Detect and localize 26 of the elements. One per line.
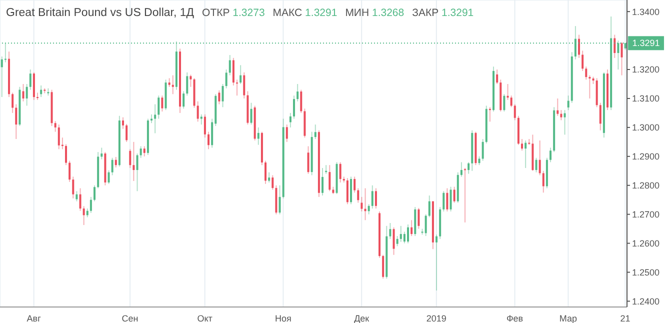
y-tick-label: 1.3200 [632,64,660,75]
x-tick-label: Ноя [275,313,292,323]
annotation: МИН 1.3268 [345,7,404,19]
y-tick-label: 1.2900 [632,152,660,162]
x-tick-label: Окт [197,313,212,323]
y-tick-label: 1.2400 [632,296,660,306]
x-tick-label: Авг [26,313,42,323]
annotation: ОТКР 1.3273 [202,7,265,19]
x-tick-label: 2019 [426,313,446,323]
candlestick [36,92,39,100]
ref-line-label: 1.3291 [632,38,660,48]
x-tick-label: Мар [559,313,578,323]
y-tick-label: 1.3400 [632,6,660,17]
x-tick-label: Дек [354,313,370,323]
annotation: МАКС 1.3291 [272,7,338,19]
x-tick-label: Сен [122,313,138,323]
y-tick-label: 1.2800 [632,180,660,191]
text: Great Britain Pound vs US Dollar, 1Д [6,7,194,19]
y-tick-label: 1.3000 [632,122,660,133]
y-tick-label: 1.2700 [632,210,660,220]
annotation: ЗАКР 1.3291 [412,7,474,19]
x-tick-label: Фев [506,313,524,323]
y-tick-label: 1.3100 [632,94,660,104]
y-tick-label: 1.2500 [632,267,660,278]
y-tick-label: 1.2600 [632,238,660,248]
x-tick-label: 21 [620,313,630,323]
